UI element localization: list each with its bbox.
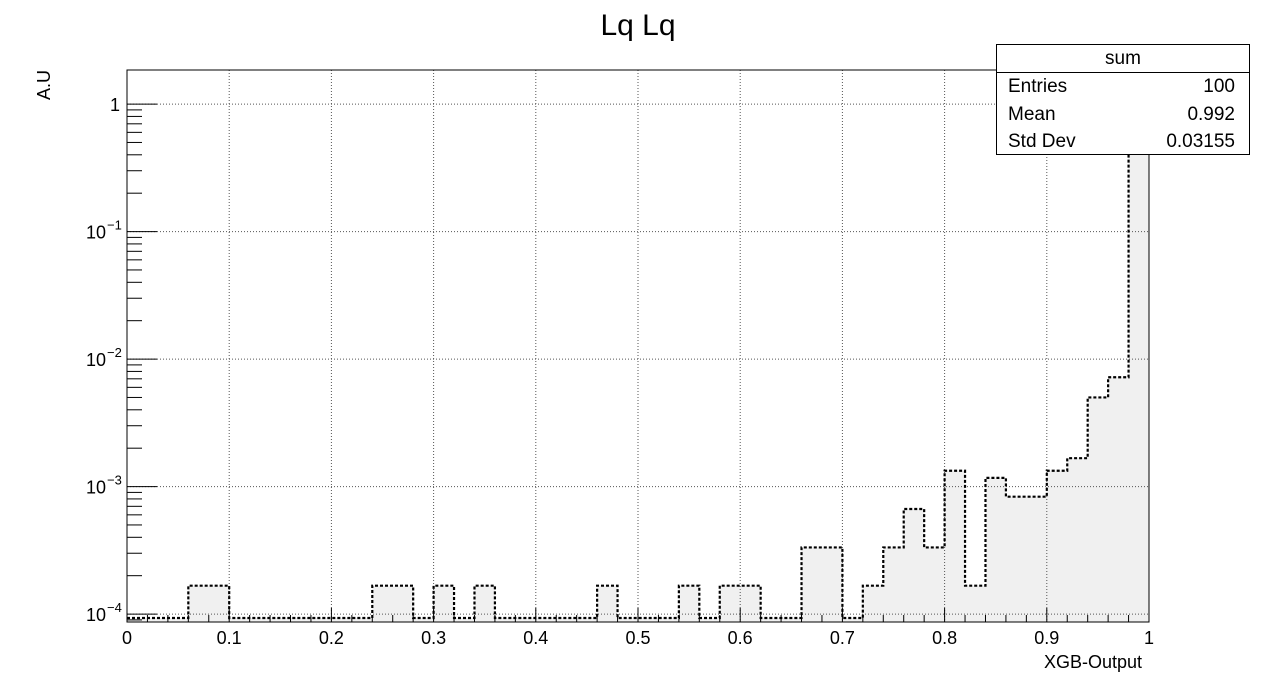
stats-label-std-dev: Std Dev: [1008, 131, 1076, 152]
y-tick-label: 10: [86, 223, 106, 243]
stats-title: sum: [997, 45, 1249, 73]
histogram-outline: [127, 104, 1149, 620]
y-axis-label: A.U: [34, 70, 54, 100]
stats-row-std-dev: Std Dev 0.03155: [997, 128, 1249, 156]
y-tick-label: 10: [86, 350, 106, 370]
stats-value-mean: 0.992: [1187, 103, 1235, 125]
x-tick-label: 0.2: [319, 628, 344, 648]
x-tick-label: 0.5: [625, 628, 650, 648]
x-tick-label: 1: [1144, 628, 1154, 648]
x-tick-label: 0.9: [1034, 628, 1059, 648]
x-tick-label: 0.7: [830, 628, 855, 648]
x-tick-label: 0.1: [217, 628, 242, 648]
y-tick-label: 10: [86, 605, 106, 625]
y-tick-label-exponent: −1: [107, 218, 122, 233]
x-tick-label: 0.4: [523, 628, 548, 648]
stats-box: sum Entries 100 Mean 0.992 Std Dev 0.031…: [996, 44, 1250, 155]
stats-label-entries: Entries: [1008, 76, 1068, 97]
y-tick-label: 1: [110, 95, 120, 115]
stats-value-entries: 100: [1203, 76, 1235, 97]
y-tick-label-exponent: −3: [107, 473, 122, 488]
y-tick-label-exponent: −4: [107, 600, 122, 615]
stats-label-mean: Mean: [1008, 103, 1056, 125]
x-tick-label: 0: [122, 628, 132, 648]
y-tick-label-exponent: −2: [107, 345, 122, 360]
stats-row-entries: Entries 100: [997, 73, 1249, 101]
stats-value-std-dev: 0.03155: [1166, 131, 1235, 152]
chart-title: Lq Lq: [600, 9, 675, 42]
x-tick-label: 0.8: [932, 628, 957, 648]
x-tick-label: 0.3: [421, 628, 446, 648]
histogram-fill: [127, 105, 1149, 623]
x-axis-label: XGB-Output: [1044, 652, 1142, 672]
x-tick-label: 0.6: [728, 628, 753, 648]
y-tick-label: 10: [86, 478, 106, 498]
stats-row-mean: Mean 0.992: [997, 101, 1249, 129]
